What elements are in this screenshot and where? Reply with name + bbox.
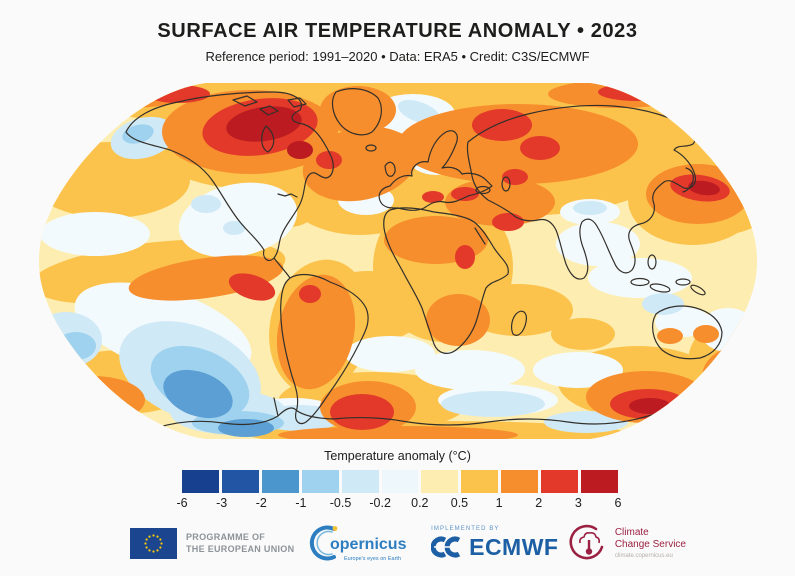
copernicus-name: opernicus xyxy=(330,536,407,553)
copernicus-logo-svg: opernicus Europe's eyes on Earth xyxy=(309,525,407,562)
eu-programme-text: PROGRAMME OF THE EUROPEAN UNION xyxy=(186,531,294,555)
colorbar-segment xyxy=(341,470,379,493)
implemented-by-label: IMPLEMENTED BY xyxy=(431,525,500,532)
copernicus-tagline: Europe's eyes on Earth xyxy=(344,556,401,562)
copernicus-yellow-dot xyxy=(332,526,338,531)
c3s-line2: Change Service xyxy=(614,539,686,550)
c3s-line1: Climate xyxy=(614,527,649,538)
ecmwf-logo: IMPLEMENTED BY ECMWF xyxy=(431,526,558,561)
colorbar-tick: 6 xyxy=(614,496,622,510)
colorbar-tick: -0.5 xyxy=(329,496,352,510)
colorbar-segment xyxy=(221,470,259,493)
page-title: SURFACE AIR TEMPERATURE ANOMALY • 2023 xyxy=(157,20,638,42)
colorbar-tick: 1 xyxy=(495,496,503,510)
world-map-svg xyxy=(39,83,757,439)
colorbar-segment xyxy=(581,470,618,493)
copernicus-c-arc xyxy=(309,525,336,561)
footer-logos: PROGRAMME OF THE EUROPEAN UNION opernicu… xyxy=(130,522,686,564)
colorbar-tick: -3 xyxy=(216,496,228,510)
colorbar-segment xyxy=(182,470,219,493)
colorbar-tick: 2 xyxy=(535,496,543,510)
colorbar-tick: 0.5 xyxy=(450,496,469,510)
colorbar-title: Temperature anomaly (°C) xyxy=(324,449,471,463)
coastlines xyxy=(125,88,743,429)
c3s-url: climate.copernicus.eu xyxy=(614,553,673,559)
colorbar-segment xyxy=(301,470,339,493)
anomaly-map xyxy=(38,82,758,440)
colorbar-segment xyxy=(421,470,459,493)
colorbar xyxy=(182,470,618,493)
colorbar-tick: -6 xyxy=(176,496,188,510)
copernicus-logo: opernicus Europe's eyes on Earth xyxy=(304,521,422,565)
colorbar-tick: 3 xyxy=(574,496,582,510)
page-subtitle: Reference period: 1991–2020 • Data: ERA5… xyxy=(205,49,590,64)
colorbar-segment xyxy=(461,470,499,493)
colorbar-tick: -2 xyxy=(255,496,267,510)
colorbar-segment xyxy=(501,470,539,493)
colorbar-tick: -0.2 xyxy=(369,496,391,510)
eu-programme-line1: PROGRAMME OF xyxy=(186,531,266,542)
c3s-logo: Climate Change Service climate.copernicu… xyxy=(568,523,686,563)
colorbar-ticks: -6 -3 -2 -1 -0.5 -0.2 0.2 0.5 1 2 3 6 xyxy=(176,496,621,512)
eu-programme-logo: PROGRAMME OF THE EUROPEAN UNION xyxy=(130,527,294,559)
ecmwf-name: ECMWF xyxy=(469,533,559,560)
eu-flag-icon xyxy=(130,527,177,559)
colorbar-segment xyxy=(541,470,579,493)
colorbar-tick: -1 xyxy=(295,496,307,510)
c3s-emblem-icon xyxy=(569,524,604,560)
colorbar-segment xyxy=(261,470,299,493)
colorbar-segment xyxy=(381,470,419,493)
ecmwf-emblem-icon xyxy=(431,536,463,558)
c3s-text: Climate Change Service xyxy=(615,527,686,551)
eu-programme-line2: THE EUROPEAN UNION xyxy=(186,544,295,554)
colorbar-tick: 0.2 xyxy=(411,496,429,510)
